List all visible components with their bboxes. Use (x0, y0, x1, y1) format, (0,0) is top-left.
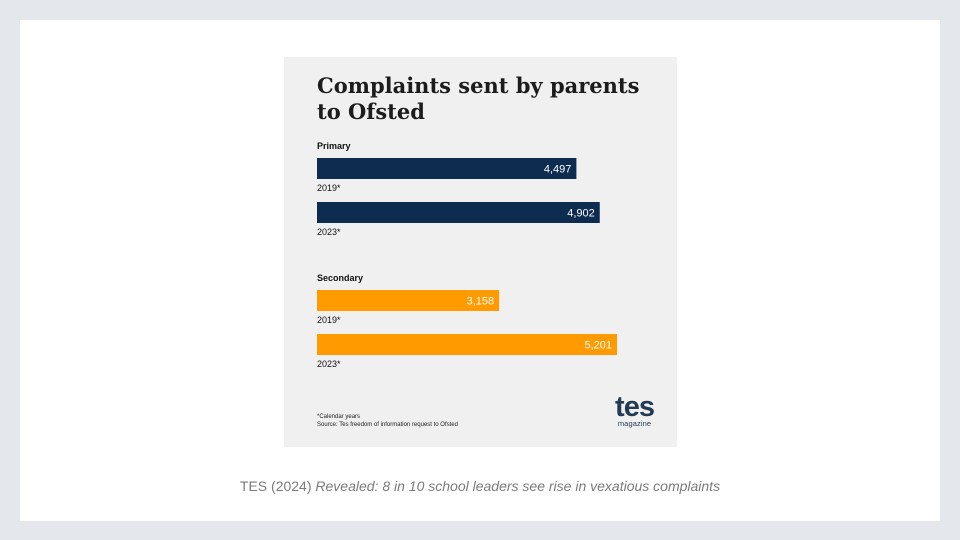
slide-caption: TES (2024) Revealed: 8 in 10 school lead… (20, 478, 940, 494)
bar-category-label: 2023* (317, 227, 341, 237)
bar-chart: Primary 4,497 2019* 4,902 2023* Secondary 3,15… (317, 141, 617, 369)
bar-category-label: 2019* (317, 315, 341, 325)
bar-value-label: 5,201 (584, 340, 612, 352)
bar-secondary-2019 (317, 290, 500, 311)
slide: Complaints sent by parents to Ofsted Pri… (20, 20, 940, 521)
bar-value-label: 4,902 (567, 208, 595, 220)
bar-primary-2023 (317, 202, 600, 223)
bar-value-label: 3,158 (467, 296, 495, 308)
bar-category-label: 2023* (317, 359, 341, 369)
footnote-calendar-years: *Calendar years (317, 414, 361, 420)
group-label-secondary: Secondary (317, 273, 363, 283)
footnote-source: Source: Tes freedom of information reque… (317, 422, 458, 428)
tes-magazine-logo: tes magazine (612, 391, 657, 428)
caption-article-title: Revealed: 8 in 10 school leaders see ris… (315, 478, 721, 494)
bar-category-label: 2019* (317, 183, 341, 193)
logo-wordmark: tes (615, 391, 655, 423)
logo-subtext: magazine (617, 419, 652, 428)
bar-primary-2019 (317, 158, 577, 179)
group-label-primary: Primary (317, 141, 351, 151)
chart-card: Complaints sent by parents to Ofsted Pri… (284, 57, 677, 447)
chart-footnote: *Calendar years Source: Tes freedom of i… (317, 413, 458, 429)
caption-source: TES (2024) (239, 478, 312, 494)
bar-secondary-2023 (317, 334, 617, 355)
chart-title: Complaints sent by parents to Ofsted (317, 73, 640, 124)
bar-value-label: 4,497 (544, 164, 572, 176)
